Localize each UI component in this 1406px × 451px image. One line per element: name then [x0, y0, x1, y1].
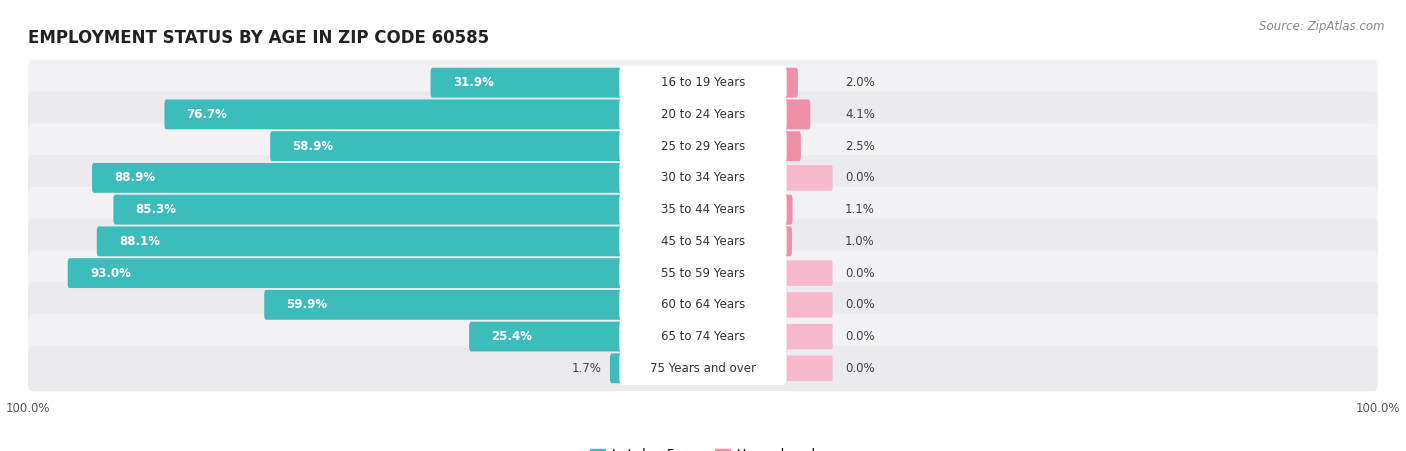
FancyBboxPatch shape: [165, 100, 624, 129]
FancyBboxPatch shape: [28, 345, 1378, 391]
Text: 45 to 54 Years: 45 to 54 Years: [661, 235, 745, 248]
Text: 88.9%: 88.9%: [114, 171, 156, 184]
Text: 25 to 29 Years: 25 to 29 Years: [661, 140, 745, 152]
FancyBboxPatch shape: [270, 131, 624, 161]
FancyBboxPatch shape: [619, 288, 787, 322]
FancyBboxPatch shape: [28, 219, 1378, 264]
FancyBboxPatch shape: [619, 129, 787, 163]
Text: 0.0%: 0.0%: [845, 171, 875, 184]
FancyBboxPatch shape: [28, 123, 1378, 169]
FancyBboxPatch shape: [783, 260, 832, 286]
Text: 20 to 24 Years: 20 to 24 Years: [661, 108, 745, 121]
Text: 0.0%: 0.0%: [845, 267, 875, 280]
Text: 35 to 44 Years: 35 to 44 Years: [661, 203, 745, 216]
FancyBboxPatch shape: [619, 257, 787, 290]
FancyBboxPatch shape: [619, 225, 787, 258]
Text: 65 to 74 Years: 65 to 74 Years: [661, 330, 745, 343]
FancyBboxPatch shape: [782, 131, 801, 161]
FancyBboxPatch shape: [783, 165, 832, 191]
FancyBboxPatch shape: [619, 320, 787, 353]
FancyBboxPatch shape: [783, 324, 832, 349]
Text: EMPLOYMENT STATUS BY AGE IN ZIP CODE 60585: EMPLOYMENT STATUS BY AGE IN ZIP CODE 605…: [28, 29, 489, 47]
FancyBboxPatch shape: [28, 314, 1378, 359]
Text: 58.9%: 58.9%: [292, 140, 333, 152]
FancyBboxPatch shape: [619, 66, 787, 99]
FancyBboxPatch shape: [28, 187, 1378, 232]
FancyBboxPatch shape: [619, 193, 787, 226]
FancyBboxPatch shape: [28, 92, 1378, 137]
Text: 16 to 19 Years: 16 to 19 Years: [661, 76, 745, 89]
FancyBboxPatch shape: [430, 68, 624, 97]
Text: 59.9%: 59.9%: [287, 299, 328, 311]
Text: 30 to 34 Years: 30 to 34 Years: [661, 171, 745, 184]
FancyBboxPatch shape: [619, 352, 787, 385]
FancyBboxPatch shape: [470, 322, 624, 351]
Text: 31.9%: 31.9%: [453, 76, 494, 89]
FancyBboxPatch shape: [782, 100, 810, 129]
Text: 2.0%: 2.0%: [845, 76, 875, 89]
FancyBboxPatch shape: [783, 292, 832, 318]
Text: 0.0%: 0.0%: [845, 362, 875, 375]
Text: 1.1%: 1.1%: [845, 203, 875, 216]
FancyBboxPatch shape: [619, 161, 787, 194]
FancyBboxPatch shape: [610, 354, 624, 383]
Text: 55 to 59 Years: 55 to 59 Years: [661, 267, 745, 280]
FancyBboxPatch shape: [91, 163, 624, 193]
Text: 4.1%: 4.1%: [845, 108, 875, 121]
FancyBboxPatch shape: [67, 258, 624, 288]
Text: 85.3%: 85.3%: [135, 203, 177, 216]
FancyBboxPatch shape: [114, 195, 624, 225]
Text: 1.7%: 1.7%: [571, 362, 602, 375]
FancyBboxPatch shape: [782, 226, 792, 256]
Text: Source: ZipAtlas.com: Source: ZipAtlas.com: [1260, 20, 1385, 33]
FancyBboxPatch shape: [264, 290, 624, 320]
FancyBboxPatch shape: [97, 226, 624, 256]
Text: 0.0%: 0.0%: [845, 299, 875, 311]
FancyBboxPatch shape: [28, 60, 1378, 106]
Text: 93.0%: 93.0%: [90, 267, 131, 280]
Text: 76.7%: 76.7%: [187, 108, 228, 121]
Text: 60 to 64 Years: 60 to 64 Years: [661, 299, 745, 311]
FancyBboxPatch shape: [28, 250, 1378, 296]
Text: 2.5%: 2.5%: [845, 140, 875, 152]
Text: 0.0%: 0.0%: [845, 330, 875, 343]
FancyBboxPatch shape: [782, 195, 793, 225]
FancyBboxPatch shape: [28, 155, 1378, 201]
Text: 88.1%: 88.1%: [120, 235, 160, 248]
FancyBboxPatch shape: [28, 282, 1378, 328]
Text: 1.0%: 1.0%: [845, 235, 875, 248]
Text: 25.4%: 25.4%: [492, 330, 533, 343]
FancyBboxPatch shape: [619, 98, 787, 131]
FancyBboxPatch shape: [782, 68, 797, 97]
Text: 75 Years and over: 75 Years and over: [650, 362, 756, 375]
Legend: In Labor Force, Unemployed: In Labor Force, Unemployed: [585, 443, 821, 451]
FancyBboxPatch shape: [783, 356, 832, 381]
